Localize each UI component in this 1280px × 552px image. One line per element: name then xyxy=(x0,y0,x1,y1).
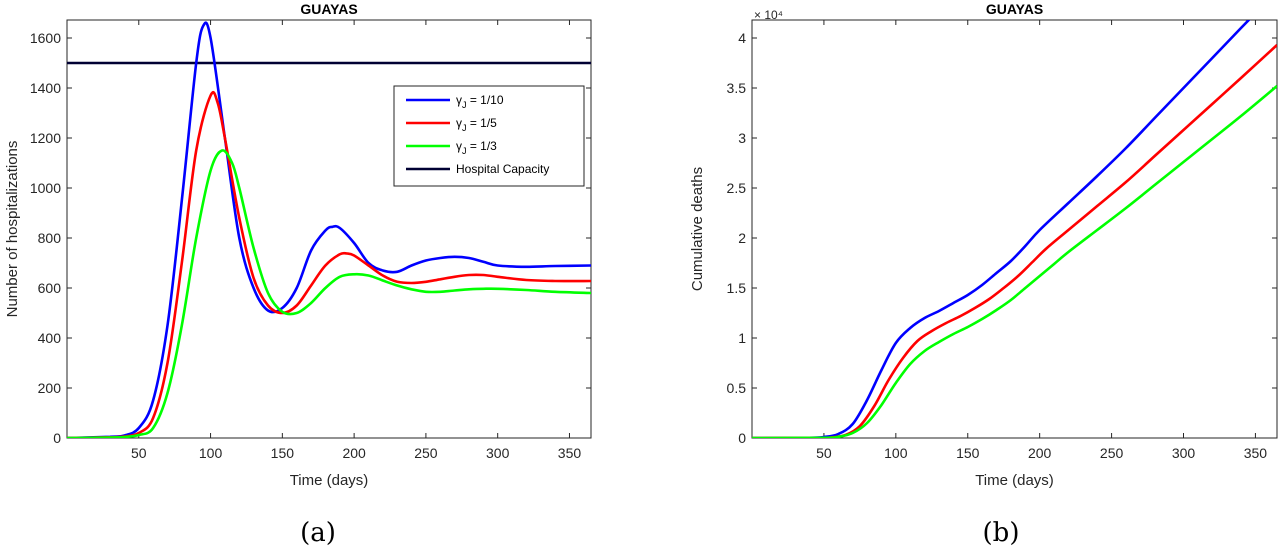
chart0-legend-label-2: γJ = 1/3 xyxy=(456,139,497,156)
panel-a-hospitalizations: 50 100 150 200 250 300 350 0 200 400 600 800 1000 120… xyxy=(4,1,592,548)
chart0-legend-label-0: γJ = 1/10 xyxy=(456,93,504,110)
chart1-caption: (b) xyxy=(983,518,1020,548)
chart0-caption: (a) xyxy=(300,518,336,548)
chart1-xtick-label-2: 150 xyxy=(956,445,980,461)
chart0-ylabel: Number of hospitalizations xyxy=(4,141,21,318)
chart1-ytick-label-6: 3 xyxy=(738,130,746,146)
chart1-series-line-1 xyxy=(752,44,1277,438)
chart1-xtick-label-6: 350 xyxy=(1244,445,1268,461)
chart1-ytick-label-3: 1.5 xyxy=(727,280,747,296)
chart0-legend: γJ = 1/10 γJ = 1/5 γJ = 1/3 Hospital Capaci… xyxy=(393,85,585,187)
chart0-lines xyxy=(67,21,591,438)
chart1-ytick-label-2: 1 xyxy=(738,330,746,346)
chart0-xtick-label-6: 350 xyxy=(558,445,582,461)
chart0-ytick-label-8: 1600 xyxy=(30,30,61,46)
chart1-ytick-label-5: 2.5 xyxy=(727,180,747,196)
chart0-ytick-label-4: 800 xyxy=(38,230,62,246)
chart1-y-exponent: × 10⁴ xyxy=(754,8,783,22)
chart1-ylabel: Cumulative deaths xyxy=(689,167,706,291)
chart1-ytick-label-0: 0 xyxy=(738,430,746,446)
chart1-plot-area xyxy=(751,19,1278,439)
chart0-series-line-1 xyxy=(67,91,591,438)
chart0-legend-label-3: Hospital Capacity xyxy=(456,162,549,176)
chart0-ytick-label-2: 400 xyxy=(38,330,62,346)
chart1-ytick-label-7: 3.5 xyxy=(727,80,747,96)
chart0-xtick-label-5: 300 xyxy=(486,445,510,461)
chart0-xtick-label-1: 100 xyxy=(199,445,223,461)
chart0-xtick-label-0: 50 xyxy=(131,445,147,461)
chart0-ytick-label-3: 600 xyxy=(38,280,62,296)
chart0-ytick-label-0: 0 xyxy=(53,430,61,446)
chart1-lines xyxy=(752,20,1277,438)
chart0-title: GUAYAS xyxy=(300,1,357,17)
chart0-ytick-label-7: 1400 xyxy=(30,80,61,96)
chart0-ytick-label-6: 1200 xyxy=(30,130,61,146)
chart0-xlabel: Time (days) xyxy=(290,472,369,489)
chart1-ytick-label-8: 4 xyxy=(738,30,746,46)
chart0-ytick-label-1: 200 xyxy=(38,380,62,396)
chart1-ytick-label-4: 2 xyxy=(738,230,746,246)
chart0-xtick-label-4: 250 xyxy=(414,445,438,461)
chart0-legend-label-1: γJ = 1/5 xyxy=(456,116,497,133)
chart1-xlabel: Time (days) xyxy=(975,472,1054,489)
chart1-series-line-0 xyxy=(752,20,1251,438)
chart1-xtick-label-4: 250 xyxy=(1100,445,1124,461)
chart0-xtick-label-2: 150 xyxy=(271,445,295,461)
chart1-xtick-label-0: 50 xyxy=(816,445,832,461)
chart0-series-line-0 xyxy=(67,21,591,438)
chart1-title: GUAYAS xyxy=(986,1,1043,17)
chart1-xtick-label-1: 100 xyxy=(884,445,908,461)
panel-b-cumulative-deaths: 50 100 150 200 250 300 350 0 0.5 1 1.5 2 2.5 3 3.5 4 × 1… xyxy=(689,1,1278,548)
chart0-ytick-label-5: 1000 xyxy=(30,180,61,196)
chart1-series-line-2 xyxy=(752,85,1277,438)
chart0-series-line-2 xyxy=(67,149,591,438)
chart0-xtick-label-3: 200 xyxy=(342,445,366,461)
chart1-ytick-label-1: 0.5 xyxy=(727,380,747,396)
chart1-xtick-label-3: 200 xyxy=(1028,445,1052,461)
chart1-xtick-label-5: 300 xyxy=(1172,445,1196,461)
